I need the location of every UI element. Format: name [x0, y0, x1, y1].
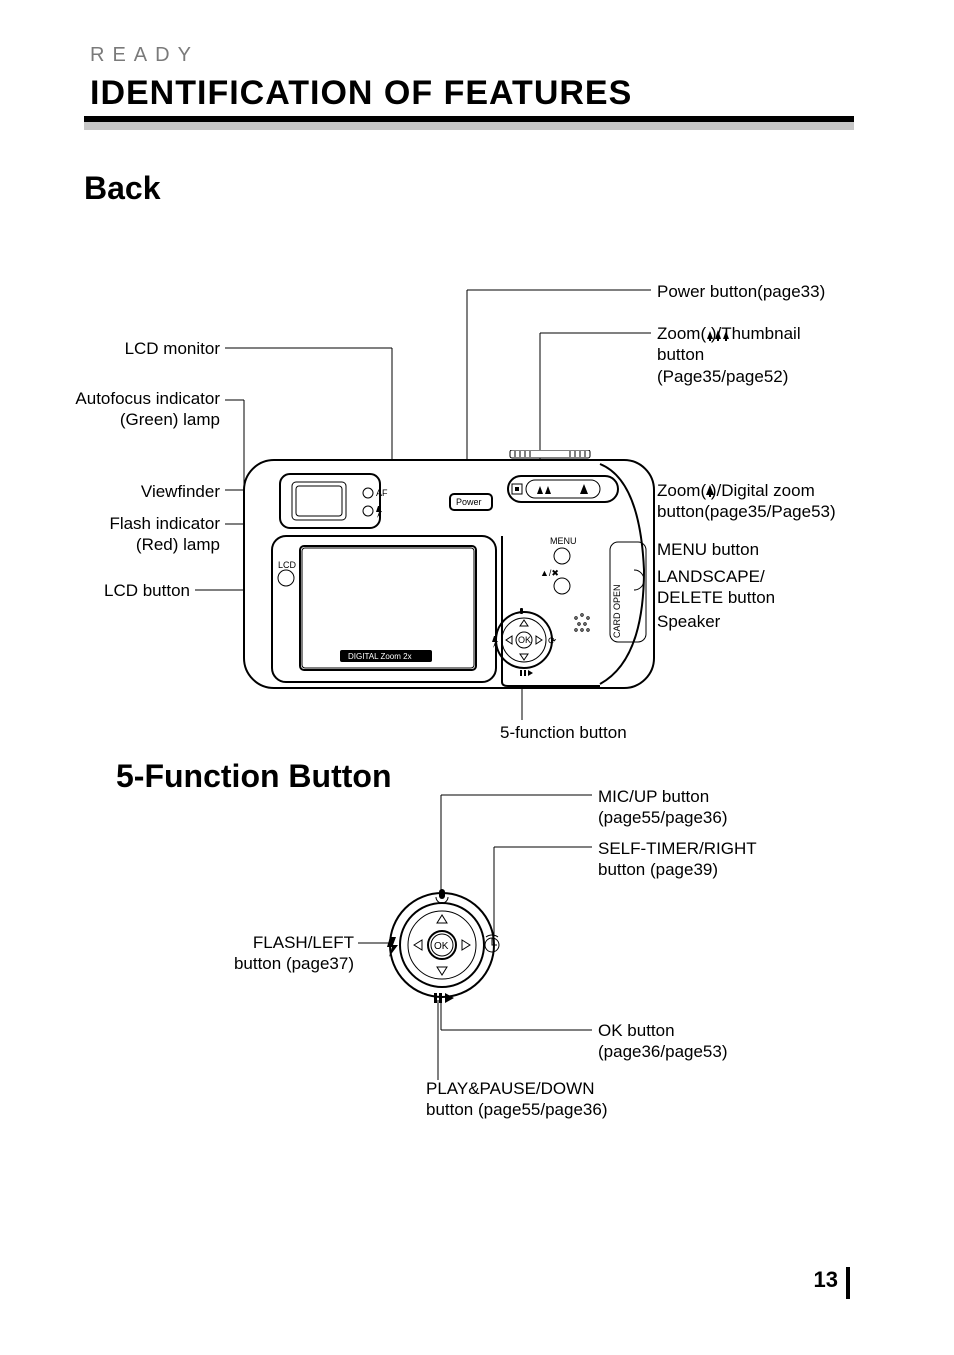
- label-lcd-monitor: LCD monitor: [125, 338, 220, 359]
- svg-text:OK: OK: [518, 635, 531, 645]
- menu-text: MENU: [550, 536, 577, 546]
- label-mic-up: MIC/UP button (page55/page36): [598, 786, 728, 829]
- manual-page: READY IDENTIFICATION OF FEATURES Back: [0, 0, 954, 1355]
- cardopen-text: CARD OPEN: [612, 584, 622, 638]
- label-zoom-digital: Zoom( )/Digital zoom button(page35/Page5…: [657, 480, 836, 523]
- zoom2x-text: DIGITAL Zoom 2x: [348, 652, 412, 661]
- label-landscape-delete: LANDSCAPE/ DELETE button: [657, 566, 775, 609]
- label-5-function-button: 5-function button: [500, 722, 627, 743]
- label-autofocus-indicator: Autofocus indicator (Green) lamp: [75, 388, 220, 431]
- label-viewfinder: Viewfinder: [141, 481, 220, 502]
- tree-icon: [704, 483, 718, 497]
- section-heading-5fn: 5-Function Button: [116, 758, 391, 795]
- label-menu-button: MENU button: [657, 539, 759, 560]
- fivefn-dial-drawing: OK: [382, 885, 502, 1005]
- camera-back-drawing: AF LCD DIGITAL Zoom 2x Power MENU: [240, 450, 660, 700]
- trees-icon: [706, 327, 734, 341]
- svg-text:▲/✖: ▲/✖: [540, 568, 559, 578]
- label-playpause-down: PLAY&PAUSE/DOWN button (page55/page36): [426, 1078, 608, 1121]
- page-number-bar: [846, 1267, 850, 1299]
- af-text: AF: [376, 488, 388, 498]
- page-number: 13: [814, 1267, 838, 1293]
- label-flash-indicator: Flash indicator (Red) lamp: [109, 513, 220, 556]
- label-ok-button: OK button (page36/page53): [598, 1020, 728, 1063]
- power-text: Power: [456, 497, 482, 507]
- ok-text: OK: [434, 941, 449, 952]
- label-selftimer-right: SELF-TIMER/RIGHT button (page39): [598, 838, 757, 881]
- label-lcd-button: LCD button: [104, 580, 190, 601]
- label-speaker: Speaker: [657, 611, 720, 632]
- lcd-text: LCD: [278, 560, 297, 570]
- label-flash-left: FLASH/LEFT button (page37): [234, 932, 354, 975]
- svg-text:⟳: ⟳: [548, 636, 557, 647]
- label-power-button: Power button(page33): [657, 281, 825, 302]
